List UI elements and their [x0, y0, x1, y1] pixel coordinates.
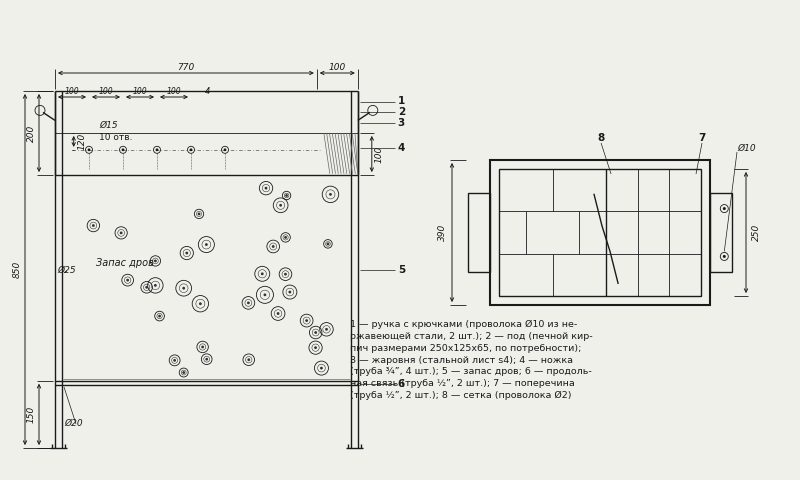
Circle shape: [224, 149, 226, 151]
Circle shape: [183, 372, 184, 373]
Circle shape: [88, 149, 90, 151]
Text: 250: 250: [751, 224, 761, 241]
Text: 4: 4: [206, 87, 210, 96]
Circle shape: [315, 347, 316, 348]
Circle shape: [306, 320, 307, 321]
Text: 100: 100: [329, 62, 346, 72]
Circle shape: [723, 256, 725, 257]
Circle shape: [121, 232, 122, 234]
Circle shape: [198, 213, 200, 215]
Text: Запас дров: Запас дров: [96, 258, 154, 268]
Circle shape: [327, 243, 329, 245]
Bar: [468, 192, 490, 272]
Bar: [499, 169, 701, 296]
Bar: [490, 160, 710, 305]
Circle shape: [202, 346, 203, 348]
Circle shape: [186, 252, 187, 254]
Text: 7: 7: [698, 133, 706, 143]
Circle shape: [200, 303, 201, 304]
Text: Ø10: Ø10: [737, 144, 756, 153]
Circle shape: [159, 315, 160, 317]
Circle shape: [285, 237, 286, 238]
Circle shape: [154, 260, 156, 262]
Text: 8: 8: [598, 133, 605, 143]
Circle shape: [127, 279, 128, 281]
Circle shape: [93, 225, 94, 226]
Circle shape: [122, 149, 124, 151]
Bar: [710, 192, 732, 272]
Circle shape: [285, 274, 286, 275]
Circle shape: [183, 288, 184, 289]
Circle shape: [174, 360, 175, 361]
Text: 6: 6: [398, 379, 405, 389]
Circle shape: [330, 193, 331, 195]
Circle shape: [248, 359, 250, 360]
Circle shape: [206, 244, 207, 245]
Circle shape: [315, 332, 316, 333]
Text: 4: 4: [398, 143, 405, 153]
Circle shape: [280, 204, 282, 206]
Circle shape: [146, 287, 147, 288]
Text: 390: 390: [438, 224, 446, 241]
Text: 100: 100: [166, 86, 182, 96]
Text: 3: 3: [398, 118, 405, 128]
Circle shape: [262, 273, 263, 275]
Circle shape: [321, 367, 322, 369]
Text: Ø25: Ø25: [57, 265, 76, 275]
Circle shape: [206, 359, 207, 360]
Text: 100: 100: [374, 145, 383, 163]
Text: 10 отв.: 10 отв.: [99, 133, 133, 143]
Circle shape: [264, 294, 266, 296]
Text: 200: 200: [26, 124, 35, 142]
Text: 2: 2: [398, 107, 405, 117]
Text: 770: 770: [178, 62, 194, 72]
Circle shape: [286, 195, 287, 196]
Circle shape: [156, 149, 158, 151]
Text: 5: 5: [398, 265, 405, 275]
Text: 120: 120: [77, 133, 86, 150]
Text: 100: 100: [133, 86, 147, 96]
Circle shape: [723, 208, 725, 209]
Text: Ø15: Ø15: [99, 120, 118, 130]
Circle shape: [154, 285, 156, 286]
Text: 1 — ручка с крючками (проволока Ø10 из не-
ржавеющей стали, 2 шт.); 2 — под (печ: 1 — ручка с крючками (проволока Ø10 из н…: [350, 320, 593, 400]
Text: 850: 850: [13, 261, 22, 278]
Circle shape: [190, 149, 192, 151]
Text: 100: 100: [65, 86, 79, 96]
Circle shape: [326, 329, 327, 330]
Circle shape: [273, 246, 274, 247]
Circle shape: [289, 291, 290, 293]
Circle shape: [248, 302, 249, 303]
Text: 1: 1: [398, 96, 405, 107]
Text: Ø20: Ø20: [64, 419, 82, 428]
Text: 100: 100: [98, 86, 114, 96]
Text: 150: 150: [26, 406, 35, 423]
